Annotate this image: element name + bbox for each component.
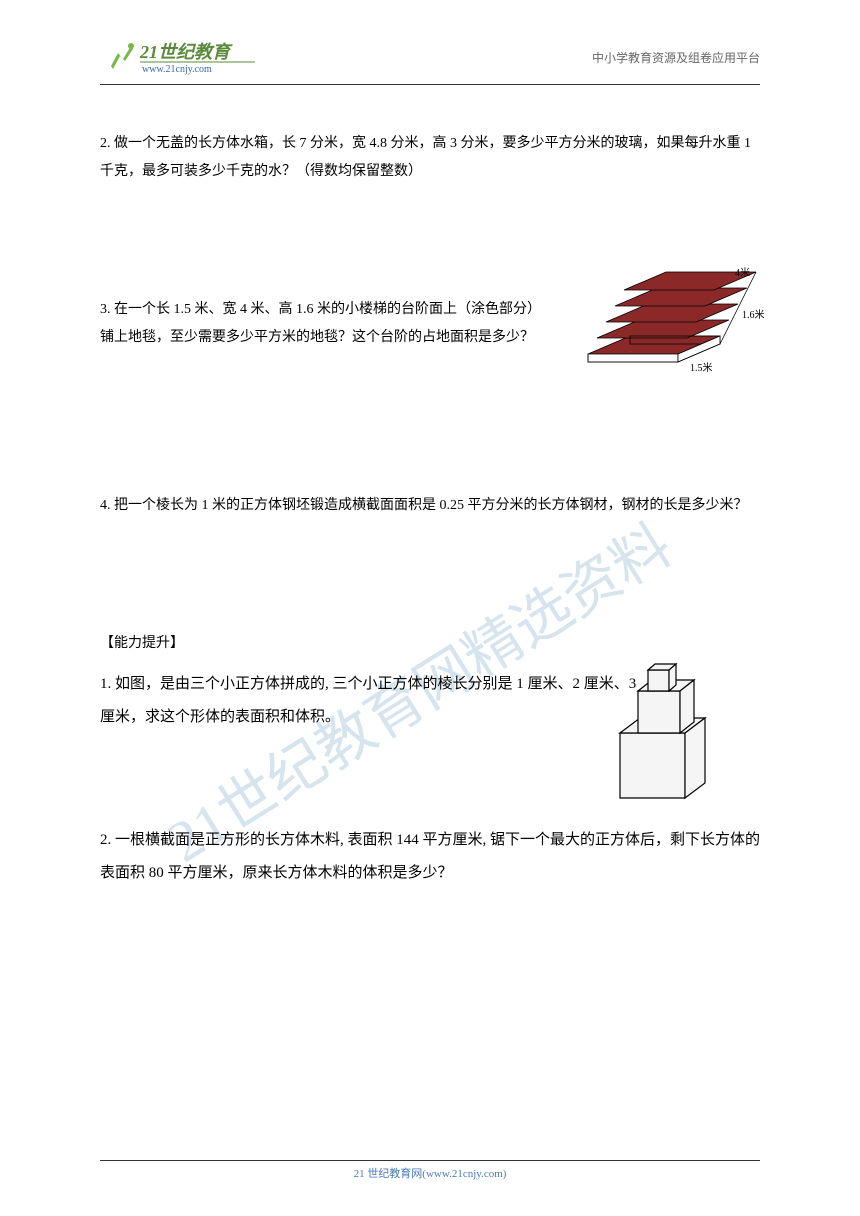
question-text: 1. 如图，是由三个小正方体拼成的, 三个小正方体的棱长分别是 1 厘米、2 厘… bbox=[100, 668, 640, 734]
question-text: 2. 一根横截面是正方形的长方体木料, 表面积 144 平方厘米, 锯下一个最大… bbox=[100, 832, 760, 881]
footer-divider bbox=[100, 1160, 760, 1161]
header-divider bbox=[100, 84, 760, 85]
question-text: 2. 做一个无盖的长方体水箱，长 7 分米，宽 4.8 分米，高 3 分米，要多… bbox=[100, 136, 751, 179]
improve-question-1: 1. 如图，是由三个小正方体拼成的, 三个小正方体的棱长分别是 1 厘米、2 厘… bbox=[100, 668, 760, 734]
svg-text:4米: 4米 bbox=[735, 266, 750, 279]
svg-text:1.5米: 1.5米 bbox=[690, 361, 713, 374]
stairs-diagram: 4米 1.6米 1.5米 bbox=[580, 266, 770, 376]
svg-text:www.21cnjy.com: www.21cnjy.com bbox=[142, 64, 212, 75]
improve-question-2: 2. 一根横截面是正方形的长方体木料, 表面积 144 平方厘米, 锯下一个最大… bbox=[100, 824, 760, 890]
logo: 21世纪教育 www.21cnjy.com bbox=[100, 38, 260, 78]
page-header: 21世纪教育 www.21cnjy.com 中小学教育资源及组卷应用平台 bbox=[0, 35, 860, 80]
question-2: 2. 做一个无盖的长方体水箱，长 7 分米，宽 4.8 分米，高 3 分米，要多… bbox=[100, 130, 760, 186]
logo-icon: 21世纪教育 www.21cnjy.com bbox=[100, 38, 260, 78]
page-content: 2. 做一个无盖的长方体水箱，长 7 分米，宽 4.8 分米，高 3 分米，要多… bbox=[100, 100, 760, 940]
question-3: 3. 在一个长 1.5 米、宽 4 米、高 1.6 米的小楼梯的台阶面上（涂色部… bbox=[100, 296, 760, 352]
stacked-cubes-diagram bbox=[610, 663, 730, 808]
svg-text:21世纪教育: 21世纪教育 bbox=[139, 42, 233, 62]
section-heading: 【能力提升】 bbox=[100, 630, 760, 658]
question-4: 4. 把一个棱长为 1 米的正方体钢坯锻造成横截面面积是 0.25 平方分米的长… bbox=[100, 492, 760, 520]
header-title: 中小学教育资源及组卷应用平台 bbox=[592, 49, 760, 66]
svg-text:1.6米: 1.6米 bbox=[742, 308, 765, 321]
question-text: 3. 在一个长 1.5 米、宽 4 米、高 1.6 米的小楼梯的台阶面上（涂色部… bbox=[100, 296, 540, 352]
page-footer: 21 世纪教育网(www.21cnjy.com) bbox=[0, 1165, 860, 1181]
question-text: 4. 把一个棱长为 1 米的正方体钢坯锻造成横截面面积是 0.25 平方分米的长… bbox=[100, 498, 748, 513]
